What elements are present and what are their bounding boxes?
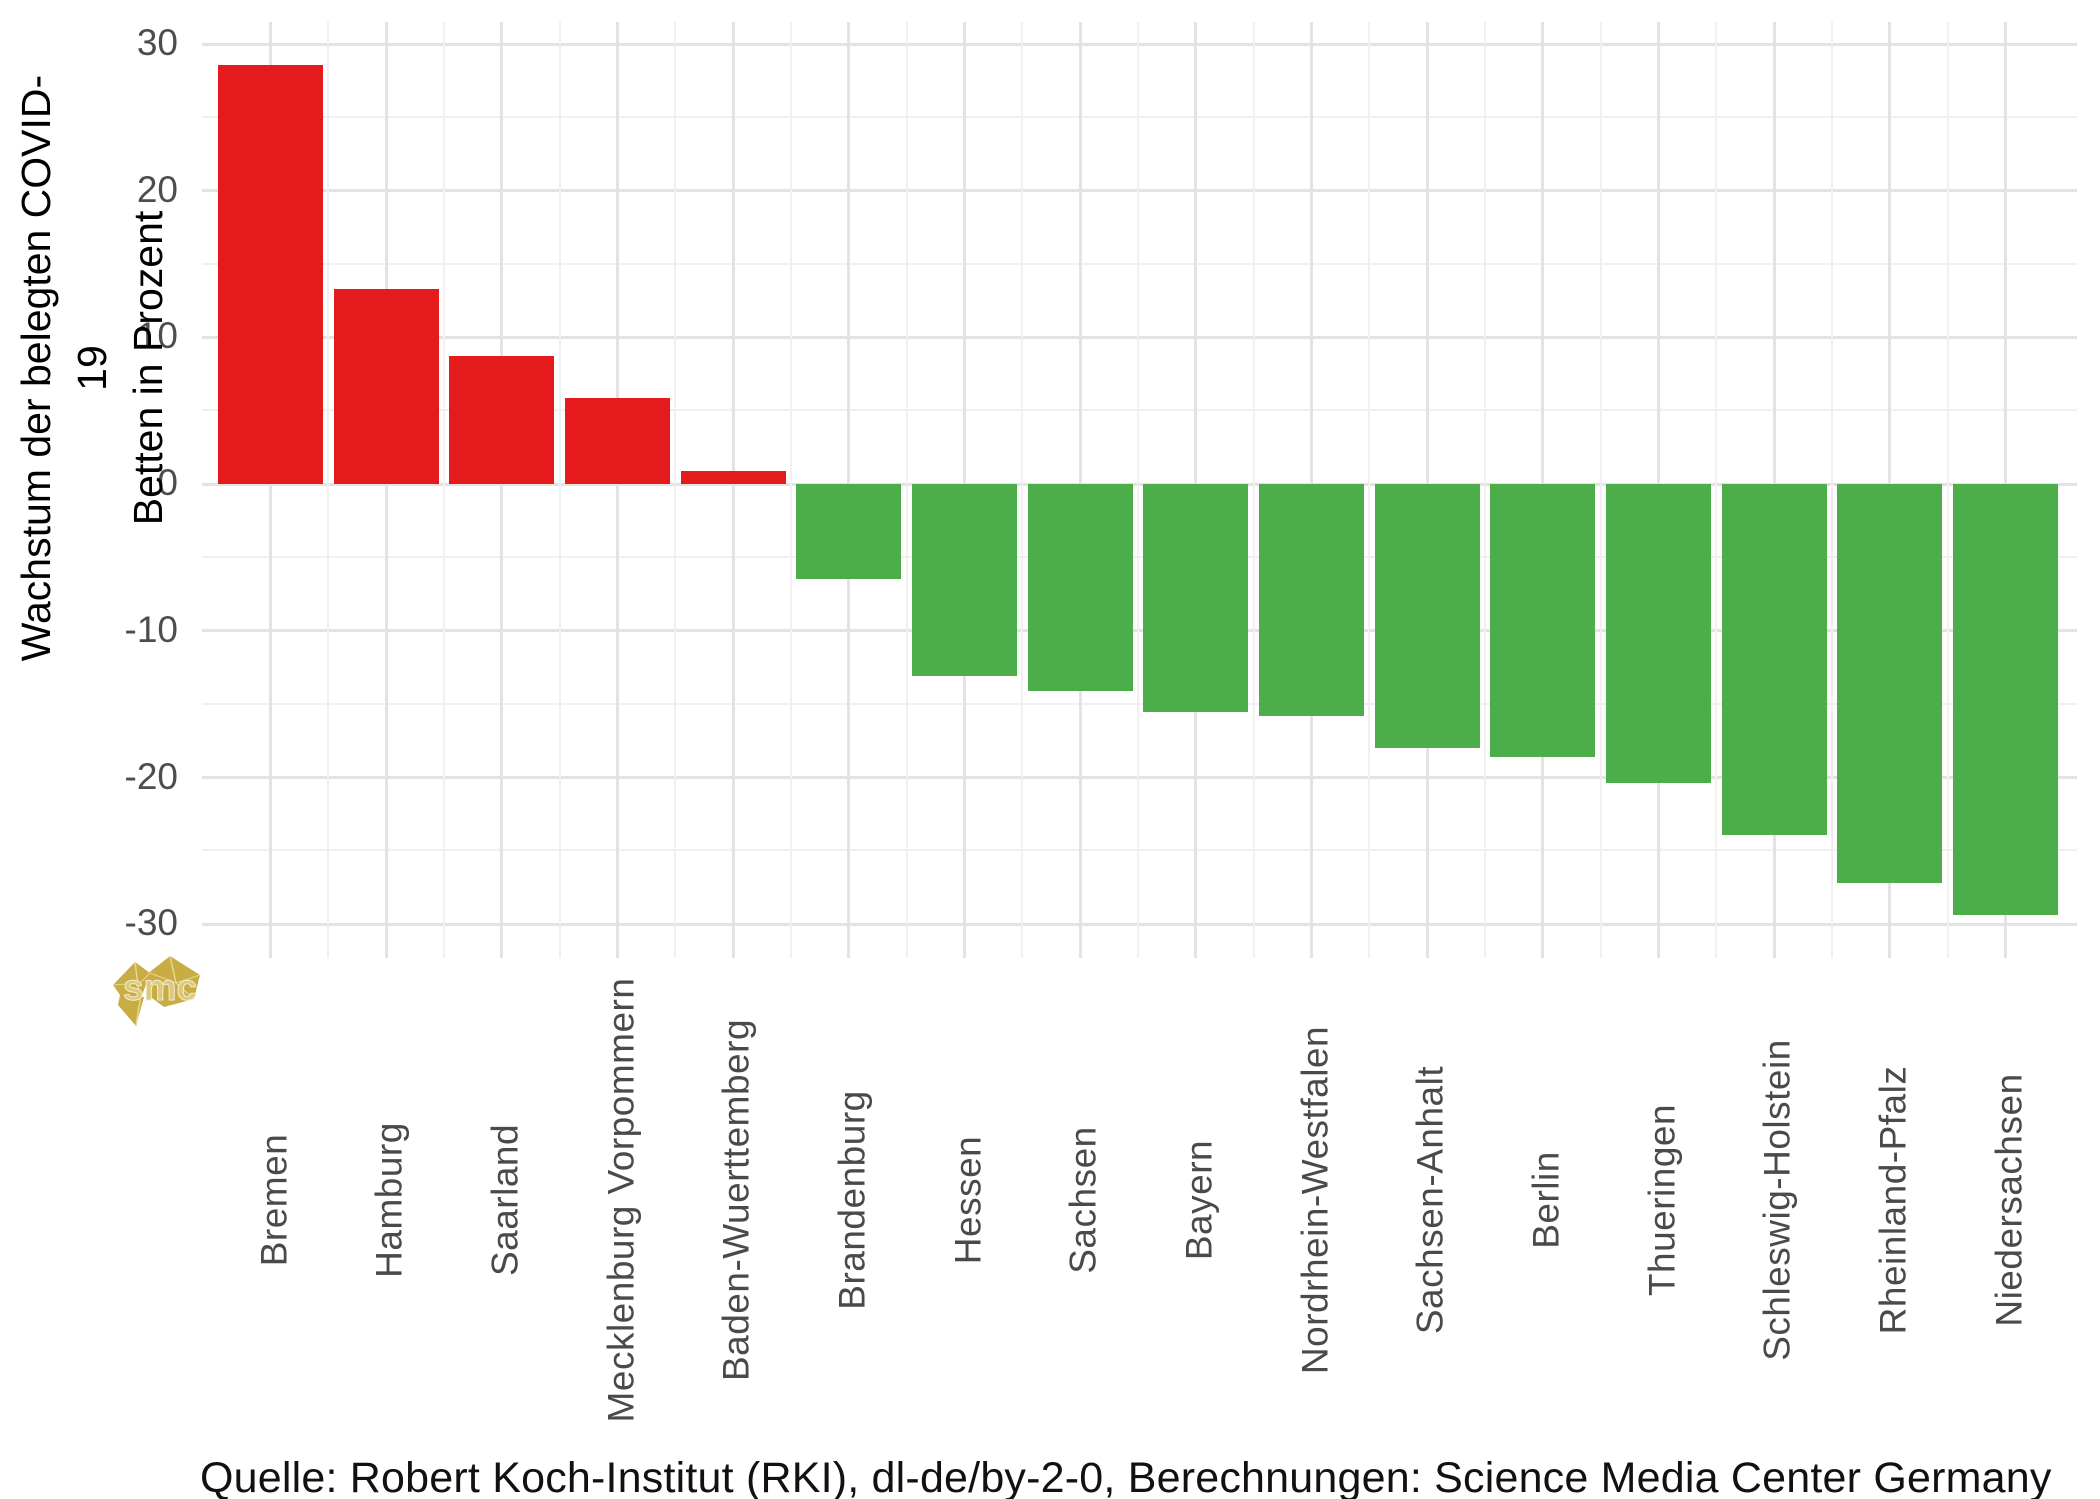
gridline bbox=[1252, 22, 1255, 958]
bar-thueringen bbox=[1606, 484, 1712, 784]
gridline bbox=[905, 22, 908, 958]
bar-sachsen-anhalt bbox=[1374, 484, 1480, 749]
y-axis-title-line2: Betten in Prozent bbox=[125, 210, 171, 526]
gridline bbox=[202, 702, 2077, 705]
x-axis-label: Sachsen bbox=[1062, 1126, 1104, 1274]
bar-brandenburg bbox=[796, 484, 902, 580]
gridline bbox=[674, 22, 677, 958]
gridline bbox=[202, 922, 2077, 926]
y-tick-label: 10 bbox=[136, 315, 178, 357]
x-axis-label: Bremen bbox=[253, 1133, 294, 1267]
gridline bbox=[1137, 22, 1140, 958]
gridline bbox=[202, 262, 2077, 265]
x-axis-label: Bayern bbox=[1178, 1139, 1220, 1261]
gridline bbox=[202, 42, 2077, 46]
gridline bbox=[1484, 22, 1487, 958]
y-tick-label: 20 bbox=[136, 168, 178, 210]
gridline bbox=[202, 555, 2077, 558]
bar-niedersachsen bbox=[1953, 484, 2059, 916]
gridline bbox=[616, 22, 619, 958]
bar-baden-wuerttemberg bbox=[680, 470, 786, 485]
x-axis-label: Nordrhein-Westfalen bbox=[1294, 1025, 1336, 1375]
gridline bbox=[500, 22, 504, 958]
x-axis-label: Rheinland-Pfalz bbox=[1872, 1065, 1914, 1335]
x-axis-label: Hessen bbox=[947, 1135, 989, 1265]
x-axis-label: Baden-Wuerttemberg bbox=[715, 1018, 757, 1382]
smc-logo-icon: smc bbox=[112, 955, 201, 1027]
x-axis-label: Niedersachsen bbox=[1988, 1073, 2030, 1327]
bar-saarland bbox=[449, 356, 555, 485]
y-tick-label: 0 bbox=[157, 462, 178, 504]
gridline bbox=[202, 115, 2077, 118]
x-axis-label: Hamburg bbox=[368, 1122, 410, 1278]
y-tick-label: 30 bbox=[136, 22, 178, 64]
gridline bbox=[443, 22, 445, 958]
bar-bayern bbox=[1143, 484, 1249, 712]
gridline bbox=[202, 189, 2077, 193]
source-caption: Quelle: Robert Koch-Institut (RKI), dl-d… bbox=[200, 1454, 2052, 1499]
y-axis-title: Wachstum der belegten COVID-19 Betten in… bbox=[8, 53, 171, 683]
x-axis-label: Thueringen bbox=[1641, 1103, 1683, 1297]
gridline bbox=[558, 22, 561, 958]
bar-sachsen bbox=[1027, 484, 1133, 691]
bar-hamburg bbox=[333, 289, 439, 485]
bar-bremen bbox=[218, 64, 323, 485]
gridline bbox=[202, 849, 2077, 852]
gridline bbox=[269, 22, 272, 958]
gridline bbox=[202, 776, 2077, 780]
x-axis-label: Saarland bbox=[484, 1123, 526, 1277]
y-tick-label: -10 bbox=[124, 608, 178, 650]
gridline bbox=[202, 482, 2077, 486]
gridline bbox=[1715, 22, 1718, 958]
gridline bbox=[1021, 22, 1024, 958]
bar-berlin bbox=[1490, 484, 1596, 757]
gridline bbox=[202, 409, 2077, 412]
y-tick-label: -30 bbox=[124, 902, 178, 944]
y-axis-title-line1: Wachstum der belegten COVID-19 bbox=[13, 74, 115, 662]
bar-schleswig-holstein bbox=[1721, 484, 1827, 835]
svg-text:smc: smc bbox=[123, 967, 197, 1008]
gridline bbox=[202, 335, 2077, 339]
gridline bbox=[1599, 22, 1602, 958]
bar-hessen bbox=[912, 484, 1018, 677]
gridline bbox=[731, 22, 735, 958]
x-axis-label: Brandenburg bbox=[831, 1090, 873, 1310]
bar-rheinland-pfalz bbox=[1837, 484, 1943, 884]
gridline bbox=[1946, 22, 1949, 958]
gridline bbox=[1831, 22, 1834, 958]
x-axis-label: Schleswig-Holstein bbox=[1756, 1039, 1798, 1361]
y-tick-label: -20 bbox=[124, 755, 178, 797]
x-axis-label: Mecklenburg Vorpommern bbox=[600, 977, 641, 1423]
gridline bbox=[1368, 22, 1371, 958]
gridline bbox=[202, 629, 2077, 633]
gridline bbox=[384, 22, 388, 958]
gridline bbox=[327, 22, 330, 958]
bar-nordrhein-westfalen bbox=[1259, 484, 1365, 716]
x-axis-label: Sachsen-Anhalt bbox=[1409, 1065, 1451, 1335]
gridline bbox=[790, 22, 792, 958]
x-axis-label: Berlin bbox=[1525, 1151, 1567, 1249]
bar-mecklenburg-vorpommern bbox=[565, 397, 670, 485]
